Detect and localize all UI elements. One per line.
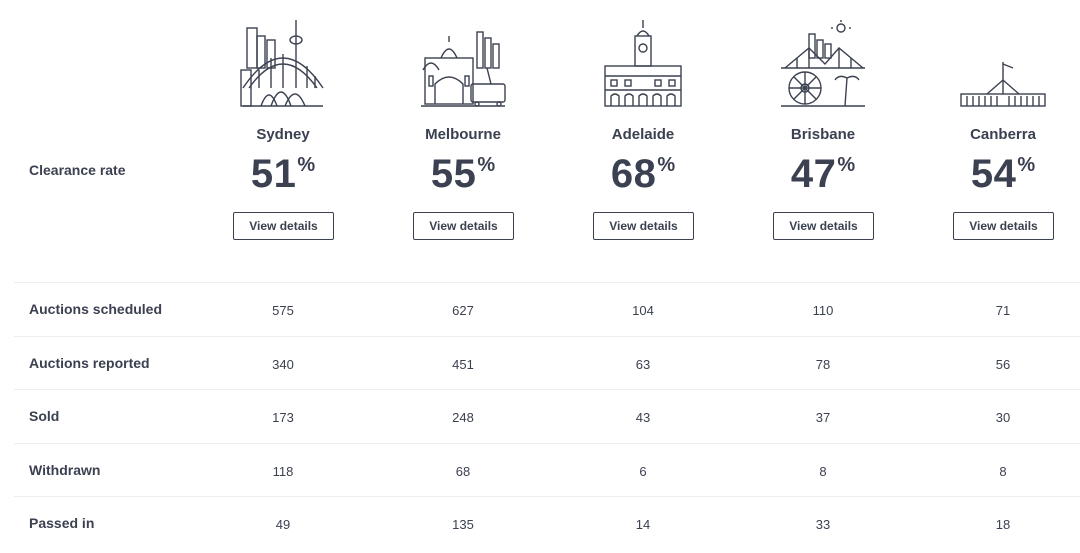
table-cell: 118 — [272, 463, 294, 479]
table-cell: 68 — [455, 463, 471, 479]
row-label: Withdrawn — [29, 461, 101, 478]
table-row-auctions-reported: Auctions reported 340 451 63 78 56 — [0, 335, 1080, 390]
clearance-rate-value: 54% — [970, 152, 1036, 196]
view-details-button[interactable]: View details — [953, 212, 1054, 240]
table-row-sold: Sold 173 248 43 37 30 — [0, 389, 1080, 443]
city-column-brisbane: Brisbane 47% View details — [733, 0, 913, 282]
view-details-button[interactable]: View details — [413, 212, 514, 240]
view-details-button[interactable]: View details — [593, 212, 694, 240]
row-divider — [14, 389, 1080, 390]
city-column-adelaide: Adelaide 68% View details — [553, 0, 733, 282]
table-cell: 78 — [815, 356, 831, 372]
clearance-rate-header: Clearance rate Sydney 51% View details — [29, 0, 1080, 282]
table-cell: 8 — [999, 463, 1007, 479]
clearance-rate-value: 55% — [430, 152, 496, 196]
table-row-withdrawn: Withdrawn 118 68 6 8 8 — [0, 442, 1080, 497]
row-label: Auctions scheduled — [29, 301, 163, 317]
table-cell: 627 — [452, 303, 474, 318]
table-cell: 37 — [815, 410, 831, 425]
view-details-button[interactable]: View details — [233, 212, 334, 240]
table-cell: 110 — [812, 303, 834, 318]
city-column-sydney: Sydney 51% View details — [193, 0, 373, 282]
clearance-rate-value: 51% — [250, 152, 316, 196]
city-name: Sydney — [256, 126, 310, 143]
row-label: Passed in — [29, 515, 95, 531]
table-cell: 173 — [272, 410, 294, 425]
view-details-button[interactable]: View details — [773, 212, 874, 240]
row-divider — [14, 442, 1080, 444]
table-cell: 18 — [995, 517, 1011, 532]
table-cell: 71 — [995, 303, 1011, 318]
brisbane-bridge-wheel-icon — [779, 18, 867, 110]
table-cell: 6 — [639, 463, 647, 479]
row-divider — [14, 496, 1080, 497]
table-cell: 63 — [635, 356, 651, 372]
table-row-auctions-scheduled: Auctions scheduled 575 627 104 110 71 — [0, 282, 1080, 336]
table-cell: 248 — [452, 410, 474, 425]
sydney-harbour-icon — [239, 18, 327, 110]
table-cell: 575 — [272, 303, 294, 318]
table-cell: 49 — [275, 517, 291, 532]
city-name: Adelaide — [611, 126, 675, 143]
table-cell: 451 — [452, 356, 474, 372]
table-cell: 14 — [635, 517, 651, 532]
city-column-canberra: Canberra 54% View details — [913, 0, 1080, 282]
city-name: Melbourne — [425, 126, 501, 143]
clearance-rate-value: 68% — [610, 152, 676, 196]
row-divider — [14, 282, 1080, 283]
adelaide-town-hall-icon — [599, 18, 687, 110]
city-name: Brisbane — [790, 126, 856, 143]
clearance-rate-value: 47% — [790, 152, 856, 196]
canberra-parliament-icon — [959, 18, 1047, 110]
table-cell: 30 — [995, 410, 1011, 425]
table-row-passed-in: Passed in 49 135 14 33 18 — [0, 496, 1080, 550]
table-cell: 104 — [632, 303, 654, 318]
city-name: Canberra — [970, 126, 1036, 143]
table-cell: 33 — [815, 517, 831, 532]
table-cell: 8 — [819, 463, 827, 479]
row-label: Sold — [29, 408, 60, 424]
table-cell: 56 — [995, 356, 1011, 372]
table-cell: 135 — [452, 517, 474, 532]
row-divider — [14, 335, 1080, 337]
clearance-rate-label: Clearance rate — [29, 162, 126, 178]
table-cell: 43 — [635, 410, 651, 425]
table-cell: 340 — [272, 356, 294, 372]
auction-results-table: Auctions scheduled 575 627 104 110 71 Au… — [0, 282, 1080, 550]
city-column-melbourne: Melbourne 55% View details — [373, 0, 553, 282]
row-label: Auctions reported — [29, 354, 150, 371]
melbourne-flinders-icon — [419, 18, 507, 110]
